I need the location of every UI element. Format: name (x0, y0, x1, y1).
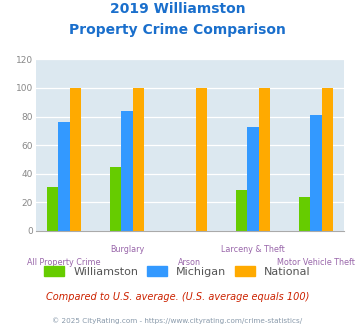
Bar (58, 122, 70, 231)
Bar (247, 127, 259, 231)
Legend: Williamston, Michigan, National: Williamston, Michigan, National (40, 261, 315, 281)
Text: Compared to U.S. average. (U.S. average equals 100): Compared to U.S. average. (U.S. average … (46, 292, 309, 302)
Text: Motor Vehicle Theft: Motor Vehicle Theft (277, 258, 355, 267)
Bar (299, 197, 310, 231)
Bar (70, 88, 81, 231)
Bar (132, 88, 144, 231)
Bar (121, 111, 132, 231)
Text: © 2025 CityRating.com - https://www.cityrating.com/crime-statistics/: © 2025 CityRating.com - https://www.city… (53, 317, 302, 324)
Text: All Property Crime: All Property Crime (27, 258, 100, 267)
Bar (196, 88, 207, 231)
Text: Arson: Arson (179, 258, 201, 267)
Bar (322, 88, 333, 231)
Bar (310, 115, 322, 231)
Text: Property Crime Comparison: Property Crime Comparison (69, 23, 286, 37)
Text: Larceny & Theft: Larceny & Theft (221, 245, 285, 254)
Text: Burglary: Burglary (110, 245, 144, 254)
Text: 2019 Williamston: 2019 Williamston (110, 2, 245, 16)
Bar (47, 187, 58, 231)
Bar (110, 167, 121, 231)
Bar (259, 88, 270, 231)
Bar (236, 189, 247, 231)
